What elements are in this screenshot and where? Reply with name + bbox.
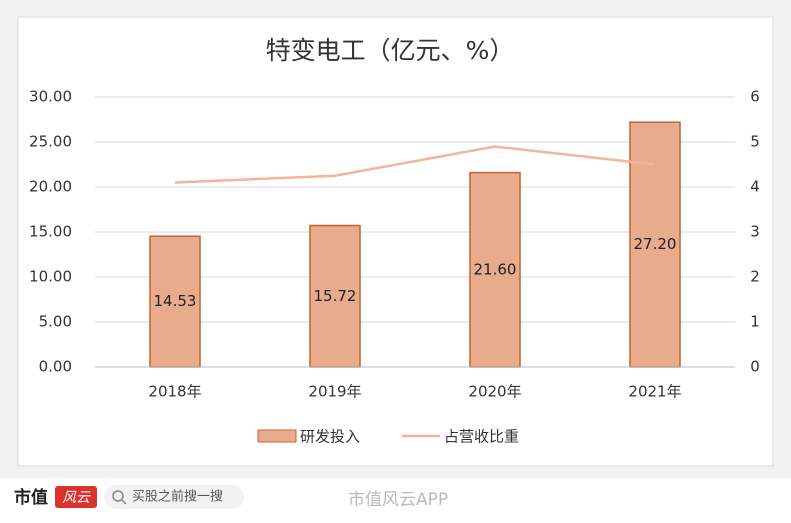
y2-tick-label: 4 bbox=[750, 178, 760, 196]
legend-label: 占营收比重 bbox=[444, 428, 519, 446]
legend-swatch bbox=[257, 429, 297, 443]
y-tick-label: 10.00 bbox=[29, 268, 72, 286]
brand-logo: 风云 bbox=[62, 490, 91, 506]
chart-title: 特变电工（亿元、%） bbox=[266, 36, 515, 65]
bar bbox=[469, 171, 521, 368]
x-tick-label: 2018年 bbox=[148, 383, 201, 401]
y-tick-label: 15.00 bbox=[29, 223, 72, 241]
x-tick-label: 2020年 bbox=[468, 383, 521, 401]
search-text: 买股之前搜一搜 bbox=[132, 489, 223, 505]
y2-tick-label: 6 bbox=[750, 88, 760, 106]
search-icon bbox=[112, 490, 124, 502]
y2-tick-label: 3 bbox=[750, 223, 760, 241]
data-label: 21.60 bbox=[474, 260, 517, 278]
line bbox=[174, 145, 656, 184]
bar bbox=[309, 224, 361, 368]
x-tick-label: 2019年 bbox=[308, 383, 361, 401]
y-tick-label: 5.00 bbox=[39, 313, 72, 331]
y2-tick-label: 2 bbox=[750, 268, 760, 286]
search-box[interactable] bbox=[104, 485, 244, 509]
x-tick-label: 2021年 bbox=[628, 383, 681, 401]
bar bbox=[149, 235, 201, 368]
data-label: 14.53 bbox=[154, 292, 197, 310]
watermark: 市值风云APP bbox=[348, 490, 448, 510]
data-label: 15.72 bbox=[314, 287, 357, 305]
y2-tick-label: 0 bbox=[750, 358, 760, 376]
y-tick-label: 0.00 bbox=[39, 358, 72, 376]
brand: 市值 bbox=[14, 487, 48, 508]
y2-tick-label: 1 bbox=[750, 313, 760, 331]
legend-label: 研发投入 bbox=[300, 428, 360, 446]
y-tick-label: 25.00 bbox=[29, 133, 72, 151]
brand-logo-box bbox=[55, 486, 97, 508]
data-label: 27.20 bbox=[634, 235, 677, 253]
search-icon-handle bbox=[121, 499, 127, 505]
y-tick-label: 30.00 bbox=[29, 88, 72, 106]
y2-tick-label: 5 bbox=[750, 133, 760, 151]
y-tick-label: 20.00 bbox=[29, 178, 72, 196]
